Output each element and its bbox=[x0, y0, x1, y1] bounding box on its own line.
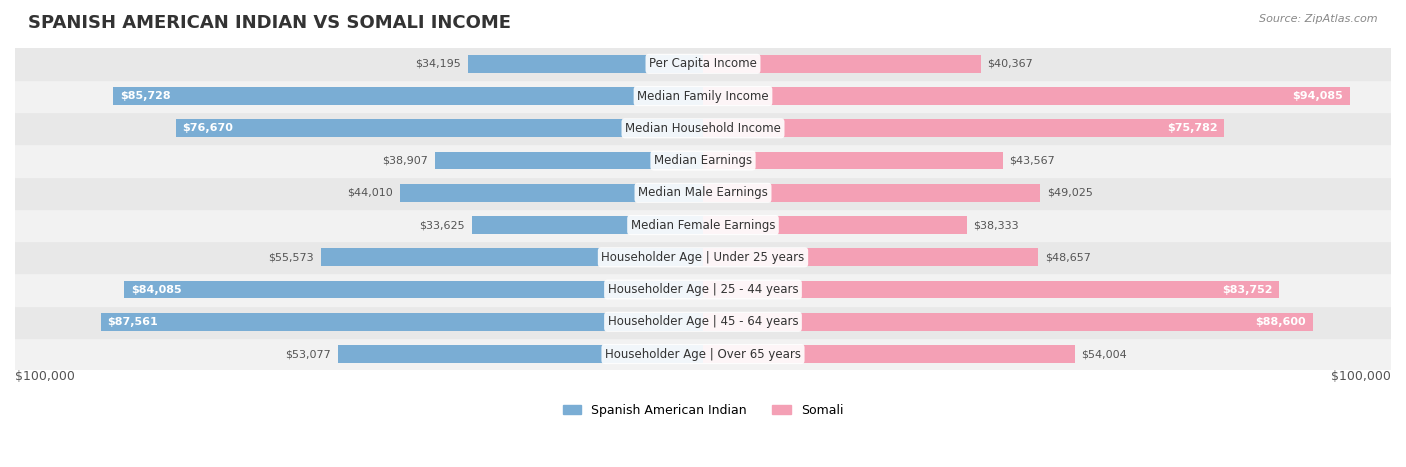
Bar bbox=[321, 248, 703, 266]
Text: $85,728: $85,728 bbox=[120, 91, 170, 101]
Bar bbox=[703, 248, 1038, 266]
Bar bbox=[703, 184, 1040, 202]
Bar bbox=[703, 313, 1313, 331]
Bar bbox=[703, 216, 967, 234]
Text: $84,085: $84,085 bbox=[131, 284, 181, 295]
Bar bbox=[703, 55, 981, 73]
Text: $43,567: $43,567 bbox=[1010, 156, 1056, 166]
Text: $76,670: $76,670 bbox=[183, 123, 233, 133]
Text: $38,333: $38,333 bbox=[973, 220, 1019, 230]
Bar bbox=[15, 241, 1391, 274]
Bar bbox=[468, 55, 703, 73]
Text: Householder Age | 45 - 64 years: Householder Age | 45 - 64 years bbox=[607, 315, 799, 328]
Text: $44,010: $44,010 bbox=[347, 188, 394, 198]
Bar bbox=[703, 281, 1279, 298]
Bar bbox=[15, 209, 1391, 241]
Text: Median Household Income: Median Household Income bbox=[626, 122, 780, 135]
Bar bbox=[703, 152, 1002, 170]
Text: $40,367: $40,367 bbox=[987, 59, 1033, 69]
Bar bbox=[15, 48, 1391, 80]
Text: $94,085: $94,085 bbox=[1292, 91, 1343, 101]
Bar bbox=[337, 345, 703, 363]
Text: $54,004: $54,004 bbox=[1081, 349, 1128, 359]
Bar bbox=[703, 87, 1350, 105]
Text: Median Earnings: Median Earnings bbox=[654, 154, 752, 167]
Bar bbox=[401, 184, 703, 202]
Text: SPANISH AMERICAN INDIAN VS SOMALI INCOME: SPANISH AMERICAN INDIAN VS SOMALI INCOME bbox=[28, 14, 512, 32]
Bar bbox=[471, 216, 703, 234]
Bar bbox=[15, 144, 1391, 177]
Bar bbox=[176, 120, 703, 137]
Bar bbox=[114, 87, 703, 105]
Text: Householder Age | 25 - 44 years: Householder Age | 25 - 44 years bbox=[607, 283, 799, 296]
Bar bbox=[15, 177, 1391, 209]
Text: $38,907: $38,907 bbox=[382, 156, 429, 166]
Text: Per Capita Income: Per Capita Income bbox=[650, 57, 756, 71]
Bar bbox=[101, 313, 703, 331]
Text: $34,195: $34,195 bbox=[415, 59, 461, 69]
Text: Median Female Earnings: Median Female Earnings bbox=[631, 219, 775, 232]
Text: Median Male Earnings: Median Male Earnings bbox=[638, 186, 768, 199]
Bar bbox=[703, 120, 1225, 137]
Text: $100,000: $100,000 bbox=[15, 370, 75, 383]
Bar bbox=[436, 152, 703, 170]
Bar bbox=[15, 274, 1391, 306]
Text: Householder Age | Under 25 years: Householder Age | Under 25 years bbox=[602, 251, 804, 264]
Text: $55,573: $55,573 bbox=[269, 252, 314, 262]
Text: $49,025: $49,025 bbox=[1047, 188, 1092, 198]
Bar bbox=[15, 306, 1391, 338]
Text: $75,782: $75,782 bbox=[1167, 123, 1218, 133]
Text: $100,000: $100,000 bbox=[1331, 370, 1391, 383]
Text: $33,625: $33,625 bbox=[419, 220, 465, 230]
Bar bbox=[703, 345, 1074, 363]
Text: $53,077: $53,077 bbox=[285, 349, 330, 359]
Bar bbox=[15, 112, 1391, 144]
Bar bbox=[15, 338, 1391, 370]
Legend: Spanish American Indian, Somali: Spanish American Indian, Somali bbox=[558, 399, 848, 422]
Text: $48,657: $48,657 bbox=[1045, 252, 1091, 262]
Bar bbox=[15, 80, 1391, 112]
Text: Householder Age | Over 65 years: Householder Age | Over 65 years bbox=[605, 347, 801, 361]
Text: $83,752: $83,752 bbox=[1222, 284, 1272, 295]
Text: $88,600: $88,600 bbox=[1256, 317, 1306, 327]
Text: $87,561: $87,561 bbox=[107, 317, 159, 327]
Text: Source: ZipAtlas.com: Source: ZipAtlas.com bbox=[1260, 14, 1378, 24]
Text: Median Family Income: Median Family Income bbox=[637, 90, 769, 103]
Bar bbox=[125, 281, 703, 298]
